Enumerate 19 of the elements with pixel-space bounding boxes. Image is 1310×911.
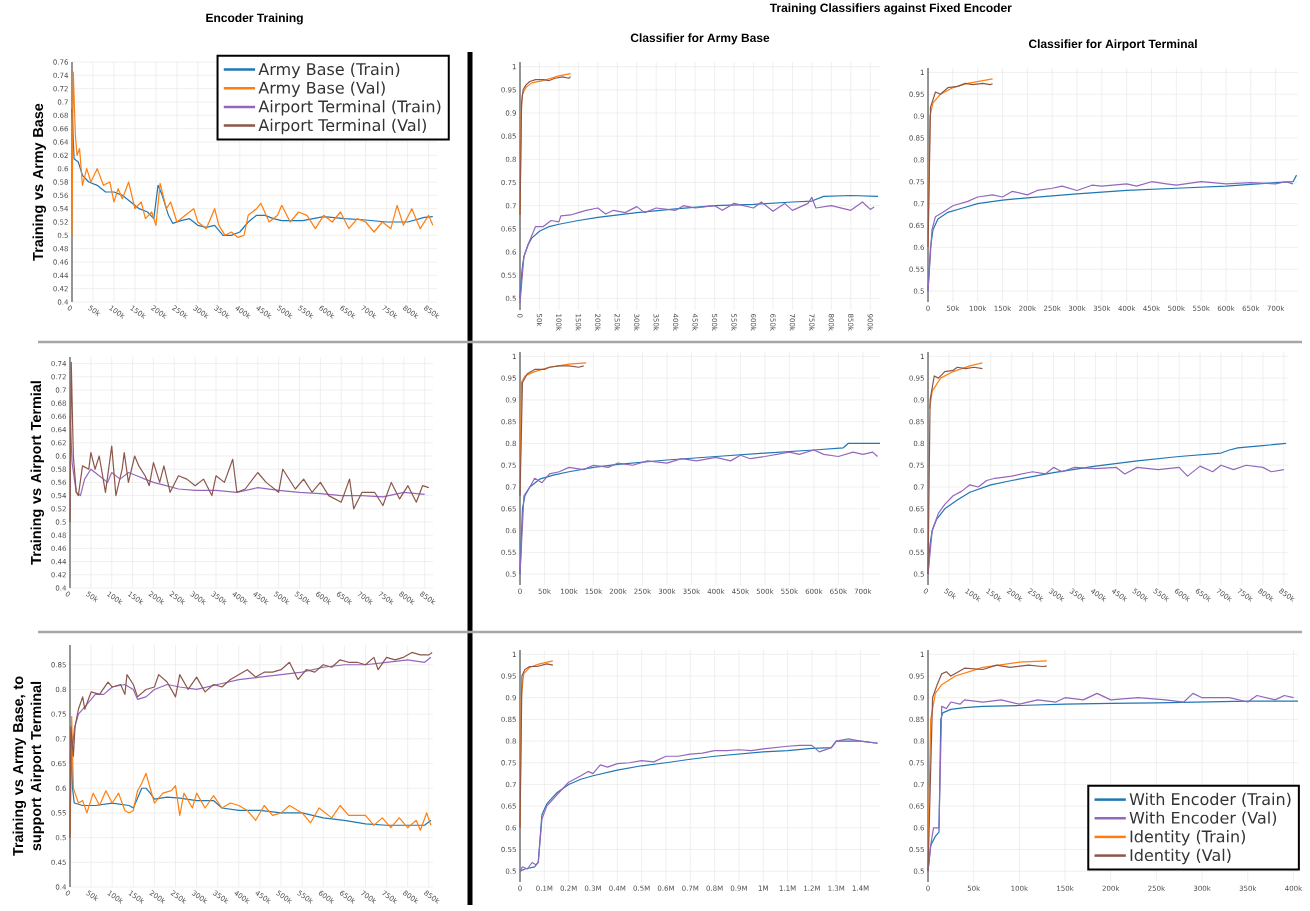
text: Training Classifiers against Fixed Encoder	[769, 3, 1012, 15]
y-axis-title: Training vs Army Base	[32, 103, 47, 261]
line-series	[69, 415, 426, 498]
chart-title: Encoder Training	[206, 13, 303, 25]
y-axis-title: Training vs Airport Termial	[30, 381, 45, 565]
line-series	[69, 656, 432, 765]
legend-label: Identity (Train)	[1130, 830, 1245, 846]
line-series	[927, 366, 984, 575]
legend-label: With Encoder (Val)	[1129, 811, 1277, 826]
legend-label: Army Base (Val)	[258, 81, 385, 97]
y-axis-title: Training vs Army Base, to support Airport Terminal	[12, 676, 45, 856]
chart-title: Classifier for Army Base	[630, 33, 770, 45]
legend-label: Airport Terminal (Train)	[258, 100, 441, 116]
chart-title: Classifier for Airport Terminal	[1028, 39, 1197, 51]
legend-label: Identity (Val)	[1130, 848, 1231, 865]
legend-label: With Encoder (Train)	[1129, 792, 1291, 808]
legend-label: Airport Terminal (Val)	[258, 118, 426, 135]
legend-label: Army Base (Train)	[258, 62, 400, 79]
line-series	[69, 361, 430, 523]
